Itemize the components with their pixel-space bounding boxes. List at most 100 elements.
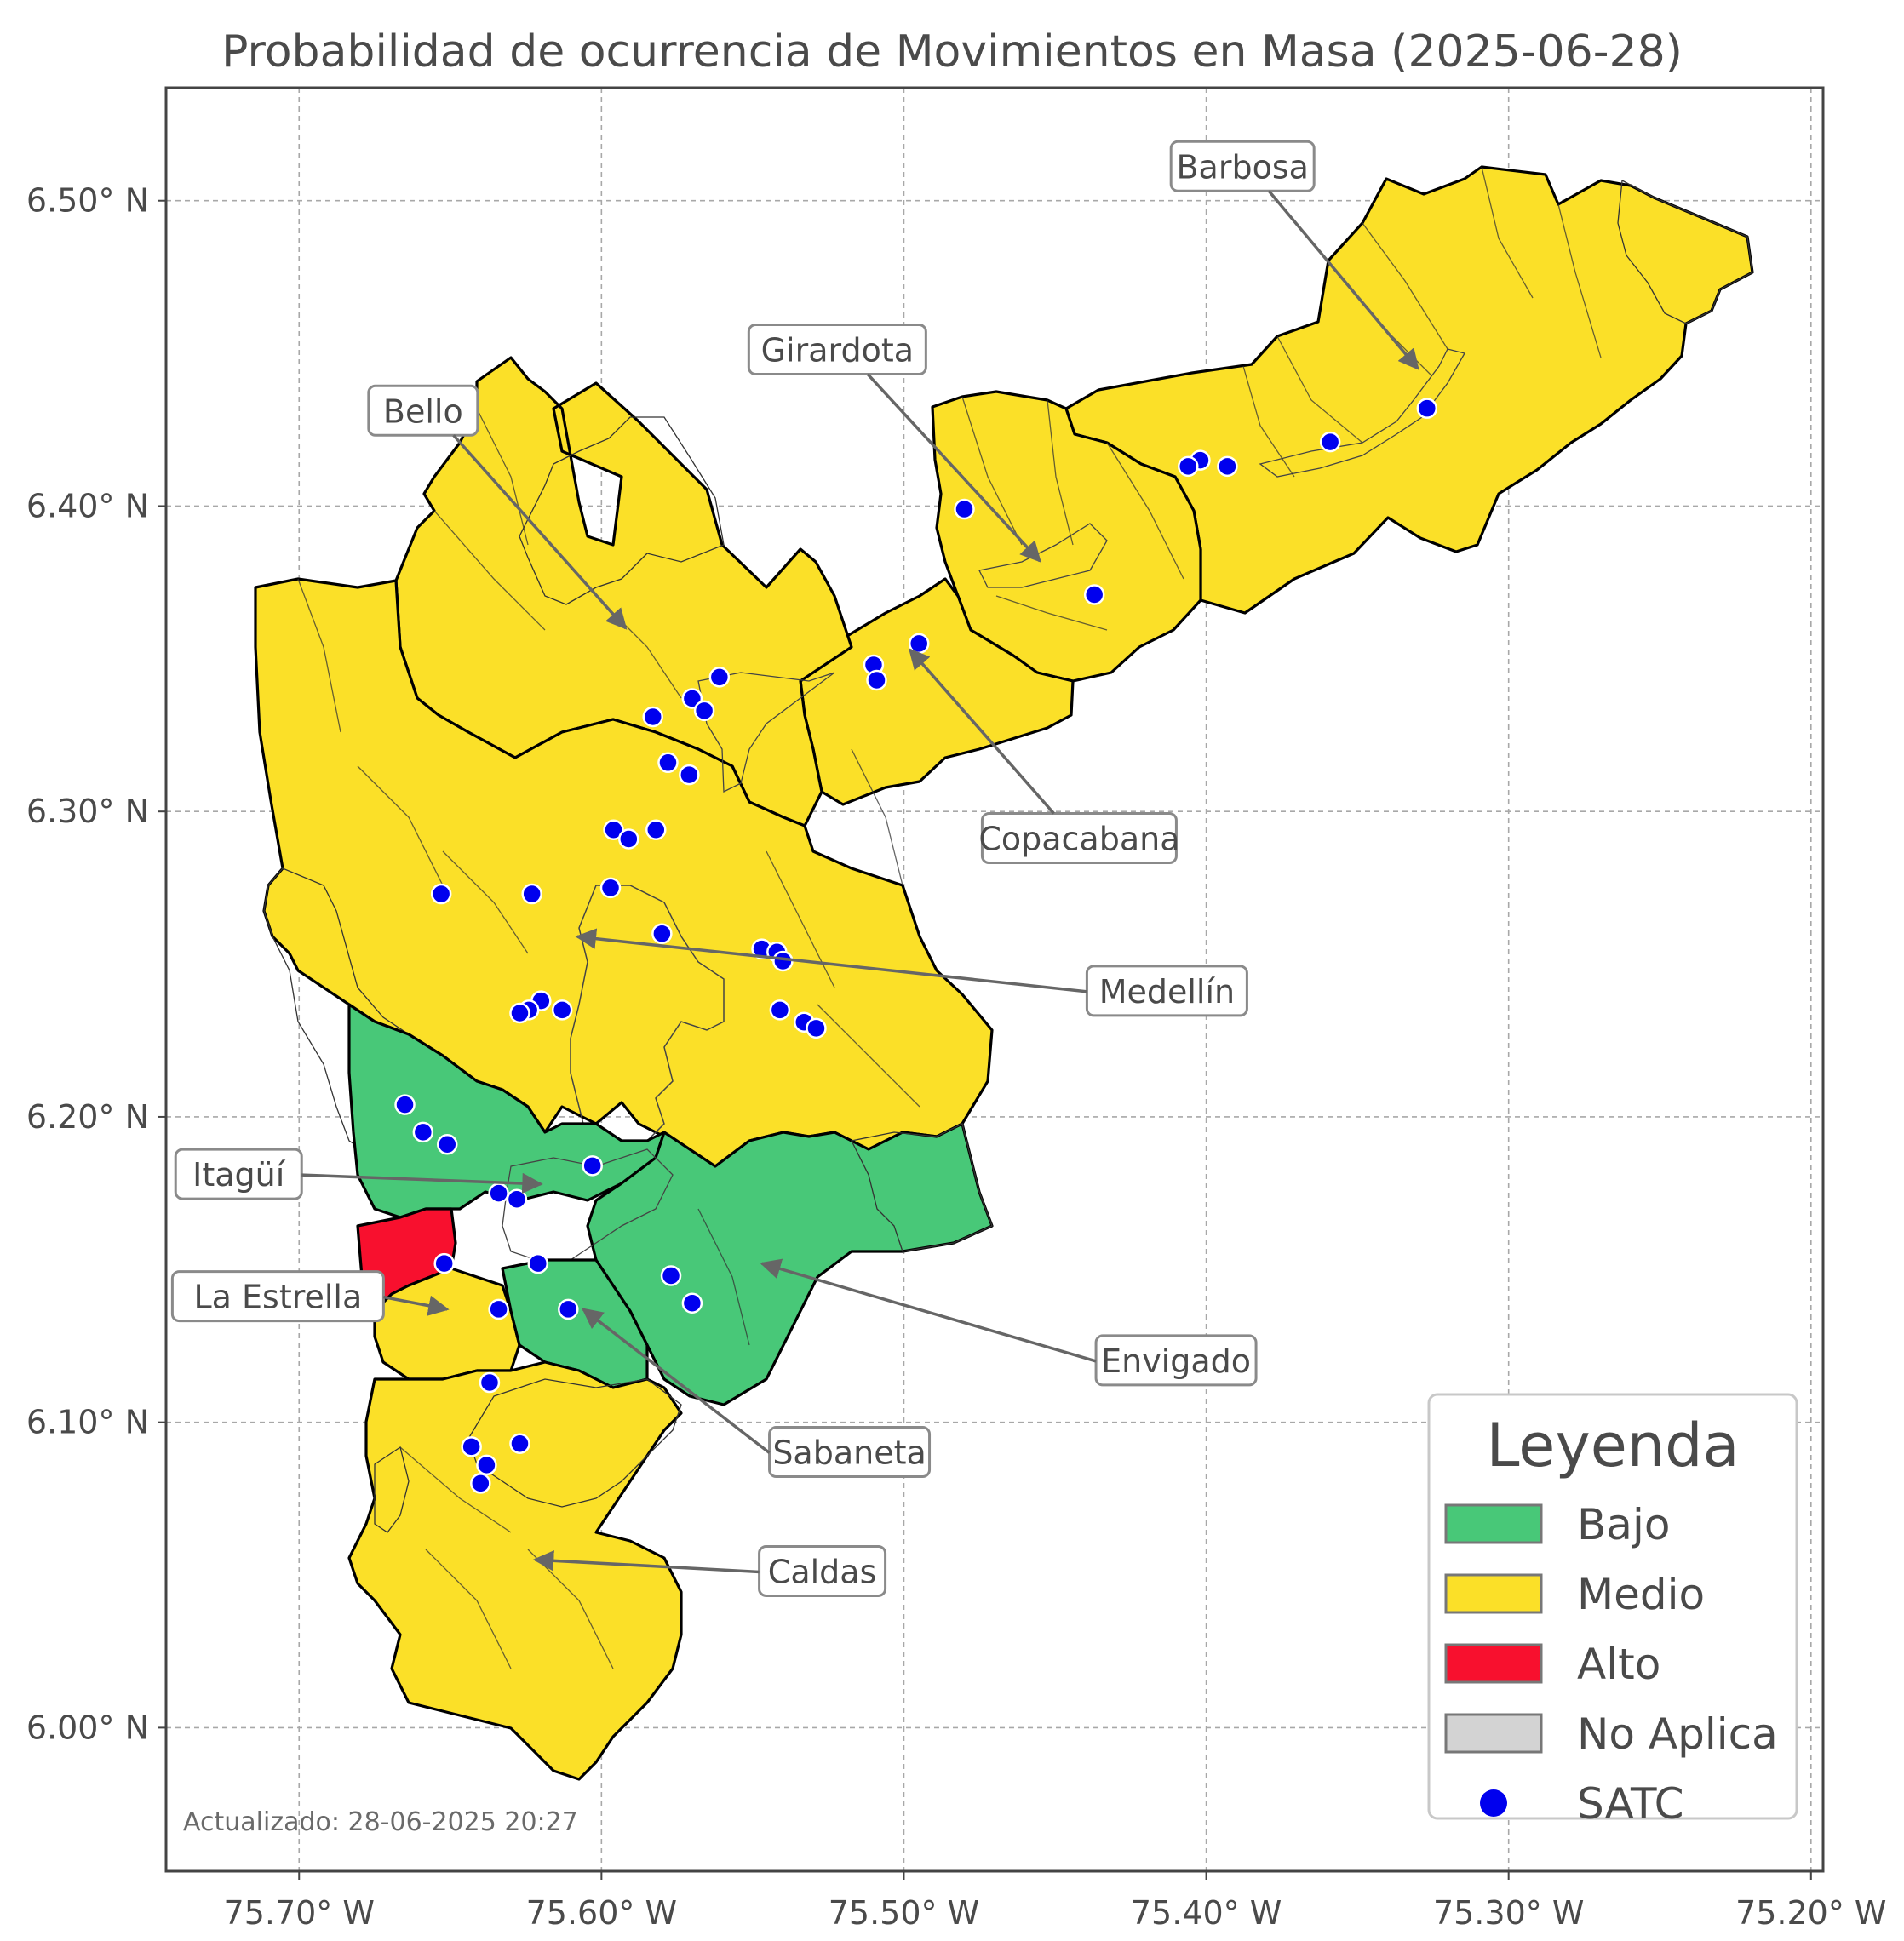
callout-itagüí[interactable]: Itagüí <box>174 1148 303 1200</box>
satc-station[interactable] <box>551 999 573 1021</box>
callout-label: Barbosa <box>1176 148 1308 186</box>
callout-arrow <box>760 1258 1097 1363</box>
satc-station[interactable] <box>681 688 703 709</box>
callout-label: Medellín <box>1099 973 1235 1011</box>
axis-ticks: 75.70° W 75.60° W 75.50° W 75.40° W 75.30° W… <box>26 182 1887 1932</box>
satc-station[interactable] <box>437 1133 458 1155</box>
callout-label: Bello <box>383 392 463 430</box>
tick-label-lat-4: 6.10° N <box>26 1404 149 1441</box>
legend-label: Alto <box>1577 1640 1660 1689</box>
region-envigado-medio <box>851 1123 993 1252</box>
legend-label: SATC <box>1577 1779 1684 1829</box>
region-copacabana-urban <box>697 672 835 793</box>
callout-medellín[interactable]: Medellín <box>1085 965 1248 1017</box>
municipality-callouts: Barbosa Girardota Bello Copacabana Medellín I… <box>170 140 1419 1597</box>
callout-bello[interactable]: Bello <box>367 384 479 437</box>
legend-label: No Aplica <box>1577 1709 1778 1759</box>
callout-barbosa[interactable]: Barbosa <box>1169 140 1316 192</box>
callout-label: La Estrella <box>193 1279 362 1316</box>
plot-frame <box>164 86 1825 1873</box>
tick-label-lon-2: 75.50° W <box>829 1894 979 1932</box>
legend-label: Medio <box>1577 1570 1705 1619</box>
tick-label-lat-1: 6.40° N <box>26 487 149 524</box>
satc-station[interactable] <box>679 764 700 786</box>
satc-station[interactable] <box>558 1298 579 1320</box>
satc-station[interactable] <box>479 1371 501 1394</box>
satc-station[interactable] <box>509 1002 530 1024</box>
callout-envigado[interactable]: Envigado <box>1094 1334 1258 1387</box>
satc-station[interactable] <box>430 883 452 905</box>
region-girardota[interactable] <box>931 390 1202 683</box>
region-caldas[interactable] <box>347 1360 683 1781</box>
callout-label: Copacabana <box>978 820 1179 857</box>
legend-swatch <box>1444 1713 1543 1754</box>
legend-swatch <box>1444 1643 1543 1684</box>
legend-swatch <box>1444 1573 1543 1614</box>
callout-label: Envigado <box>1101 1343 1251 1380</box>
map-title: Probabilidad de ocurrencia de Movimiento… <box>221 26 1683 77</box>
callout-copacabana[interactable]: Copacabana <box>978 811 1180 864</box>
callout-arrow <box>908 648 1055 815</box>
satc-station[interactable] <box>660 1265 682 1286</box>
legend-items: Bajo Medio Alto No Aplica SATC <box>1444 1500 1778 1829</box>
satc-station[interactable] <box>651 923 673 944</box>
tick-label-lon-5: 75.20° W <box>1735 1894 1886 1932</box>
callout-label: Itagüí <box>192 1156 286 1194</box>
satc-station[interactable] <box>1083 584 1105 605</box>
satc-station[interactable] <box>866 669 887 691</box>
satc-station[interactable] <box>769 999 791 1021</box>
satc-station[interactable] <box>582 1155 603 1177</box>
satc-station[interactable] <box>394 1094 416 1115</box>
satc-station[interactable] <box>476 1454 497 1476</box>
satc-station[interactable] <box>806 1017 827 1039</box>
callout-arrow <box>582 1308 771 1454</box>
callout-sabaneta[interactable]: Sabaneta <box>768 1426 932 1479</box>
legend-item-satc: SATC <box>1480 1779 1684 1829</box>
satc-station[interactable] <box>433 1252 455 1274</box>
satc-station[interactable] <box>618 828 639 850</box>
updated-timestamp: Actualizado: 28-06-2025 20:27 <box>183 1807 578 1837</box>
satc-station[interactable] <box>1319 431 1341 453</box>
satc-station[interactable] <box>527 1252 549 1274</box>
satc-station[interactable] <box>470 1473 491 1494</box>
region-envigado[interactable] <box>586 1122 994 1406</box>
callout-arrow <box>383 1295 450 1316</box>
region-sabaneta[interactable] <box>501 1258 649 1389</box>
tick-label-lat-2: 6.30° N <box>26 793 149 830</box>
legend-label: Bajo <box>1577 1500 1670 1549</box>
callout-arrow <box>532 1550 760 1574</box>
satc-stations <box>394 398 1438 1494</box>
satc-station[interactable] <box>693 700 715 722</box>
satc-station[interactable] <box>708 667 731 688</box>
satc-station[interactable] <box>908 633 930 655</box>
legend-box <box>1427 1393 1798 1820</box>
satc-station[interactable] <box>461 1436 482 1457</box>
callout-girardota[interactable]: Girardota <box>747 324 927 376</box>
region-copacabana[interactable] <box>799 577 1075 806</box>
callout-la-estrella[interactable]: La Estrella <box>170 1270 385 1323</box>
legend-item-medio: Medio <box>1444 1570 1705 1619</box>
satc-station[interactable] <box>681 1292 703 1314</box>
satc-station[interactable] <box>603 819 624 840</box>
satc-station[interactable] <box>1416 398 1438 419</box>
satc-station[interactable] <box>772 950 794 972</box>
satc-station[interactable] <box>1178 455 1199 478</box>
satc-station[interactable] <box>506 1188 528 1211</box>
callout-arrow <box>301 1172 543 1194</box>
tick-label-lon-0: 75.70° W <box>224 1894 375 1932</box>
legend-marker <box>1480 1789 1507 1817</box>
satc-station[interactable] <box>642 706 663 728</box>
satc-station[interactable] <box>645 819 667 840</box>
satc-station[interactable] <box>412 1121 434 1143</box>
satc-station[interactable] <box>509 1433 530 1455</box>
callout-caldas[interactable]: Caldas <box>758 1544 887 1597</box>
satc-station[interactable] <box>521 883 542 905</box>
satc-station[interactable] <box>488 1298 509 1320</box>
satc-station[interactable] <box>657 752 679 774</box>
region-medellin-urban <box>570 885 725 1193</box>
region-bello-bajo <box>519 416 725 605</box>
satc-station[interactable] <box>488 1182 509 1204</box>
satc-station[interactable] <box>954 498 975 520</box>
satc-station[interactable] <box>1217 455 1238 478</box>
satc-station[interactable] <box>599 877 622 899</box>
